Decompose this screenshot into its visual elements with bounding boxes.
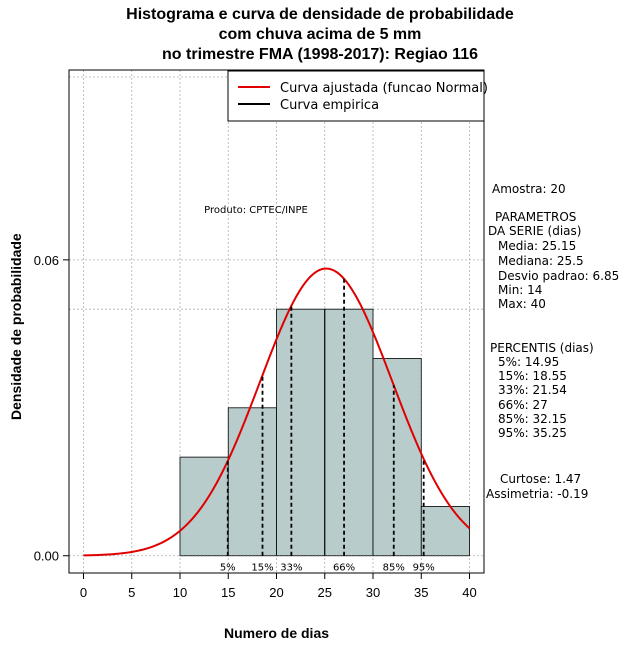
x-tick-label-25: 25: [318, 585, 332, 600]
product-label: Produto: CPTEC/INPE: [204, 205, 308, 216]
x-axis-label: Numero de dias: [223, 625, 330, 641]
stat-max: Max: 40: [498, 297, 546, 311]
histogram-bar-30-35: [372, 358, 422, 557]
histogram-bar-35-40: [420, 506, 470, 557]
stat-p66: 66%: 27: [498, 398, 548, 412]
x-tick-label-10: 10: [173, 585, 187, 600]
y-tick-label-1: 0.06: [34, 253, 59, 268]
stat-desvio: Desvio padrao: 6.85: [498, 269, 620, 283]
stat-p95: 95%: 35.25: [498, 426, 567, 440]
legend-label-normal: Curva ajustada (funcao Normal): [280, 81, 488, 96]
stat-amostra: Amostra: 20: [492, 182, 566, 196]
percentile-label-5: 95%: [413, 563, 435, 574]
histogram-bar-20-25: [276, 308, 326, 557]
stat-mediana: Mediana: 25.5: [498, 254, 584, 268]
legend-label-empirical: Curva empirica: [280, 98, 379, 113]
normal-fitted-curve: [83, 267, 471, 557]
histogram-bar-10-15: [179, 456, 229, 557]
x-tick-label-30: 30: [366, 585, 380, 600]
chart-title-line-2: com chuva acima de 5 mm: [218, 26, 422, 43]
y-tick-label-0: 0.00: [34, 549, 59, 564]
stat-p15: 15%: 18.55: [498, 369, 567, 383]
stat-p85: 85%: 32.15: [498, 412, 567, 426]
x-tick-label-20: 20: [269, 585, 283, 600]
stat-param-header-1: PARAMETROS: [495, 210, 577, 224]
stat-curtose: Curtose: 1.47: [500, 472, 582, 486]
percentile-label-3: 66%: [333, 563, 355, 574]
stat-p5: 5%: 14.95: [498, 355, 560, 369]
percentile-label-4: 85%: [383, 563, 405, 574]
stat-media: Media: 25.15: [498, 239, 577, 253]
chart-title-line-1: Histograma e curva de densidade de proba…: [126, 6, 514, 23]
percentile-label-0: 5%: [220, 563, 236, 574]
chart-title-line-3: no trimestre FMA (1998-2017): Regiao 116: [162, 46, 478, 63]
x-tick-label-40: 40: [462, 585, 476, 600]
x-tick-label-0: 0: [80, 585, 87, 600]
stat-min: Min: 14: [498, 283, 543, 297]
percentile-label-2: 33%: [280, 563, 302, 574]
histogram-bar-15-20: [227, 407, 277, 557]
stat-percentis-header: PERCENTIS (dias): [490, 341, 594, 355]
percentile-label-1: 15%: [251, 563, 273, 574]
stat-p33: 33%: 21.54: [498, 383, 567, 397]
y-axis-label: Densidade de probabilidade: [8, 233, 24, 420]
stat-param-header-2: DA SERIE (dias): [488, 224, 582, 238]
legend-box: [227, 70, 485, 122]
stat-assimetria: Assimetria: -0.19: [486, 487, 589, 501]
histogram-bar-25-30: [324, 308, 374, 557]
x-tick-label-15: 15: [221, 585, 235, 600]
x-tick-label-35: 35: [414, 585, 428, 600]
x-tick-label-5: 5: [128, 585, 135, 600]
